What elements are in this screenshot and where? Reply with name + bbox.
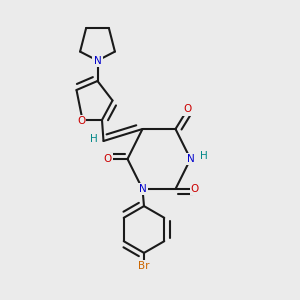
Text: N: N xyxy=(139,184,146,194)
Text: O: O xyxy=(77,116,85,127)
Text: O: O xyxy=(183,104,192,115)
Text: N: N xyxy=(94,56,101,66)
Text: O: O xyxy=(191,184,199,194)
Text: O: O xyxy=(104,154,112,164)
Text: H: H xyxy=(90,134,98,145)
Text: H: H xyxy=(200,151,208,161)
Text: N: N xyxy=(187,154,194,164)
Text: Br: Br xyxy=(138,261,150,272)
